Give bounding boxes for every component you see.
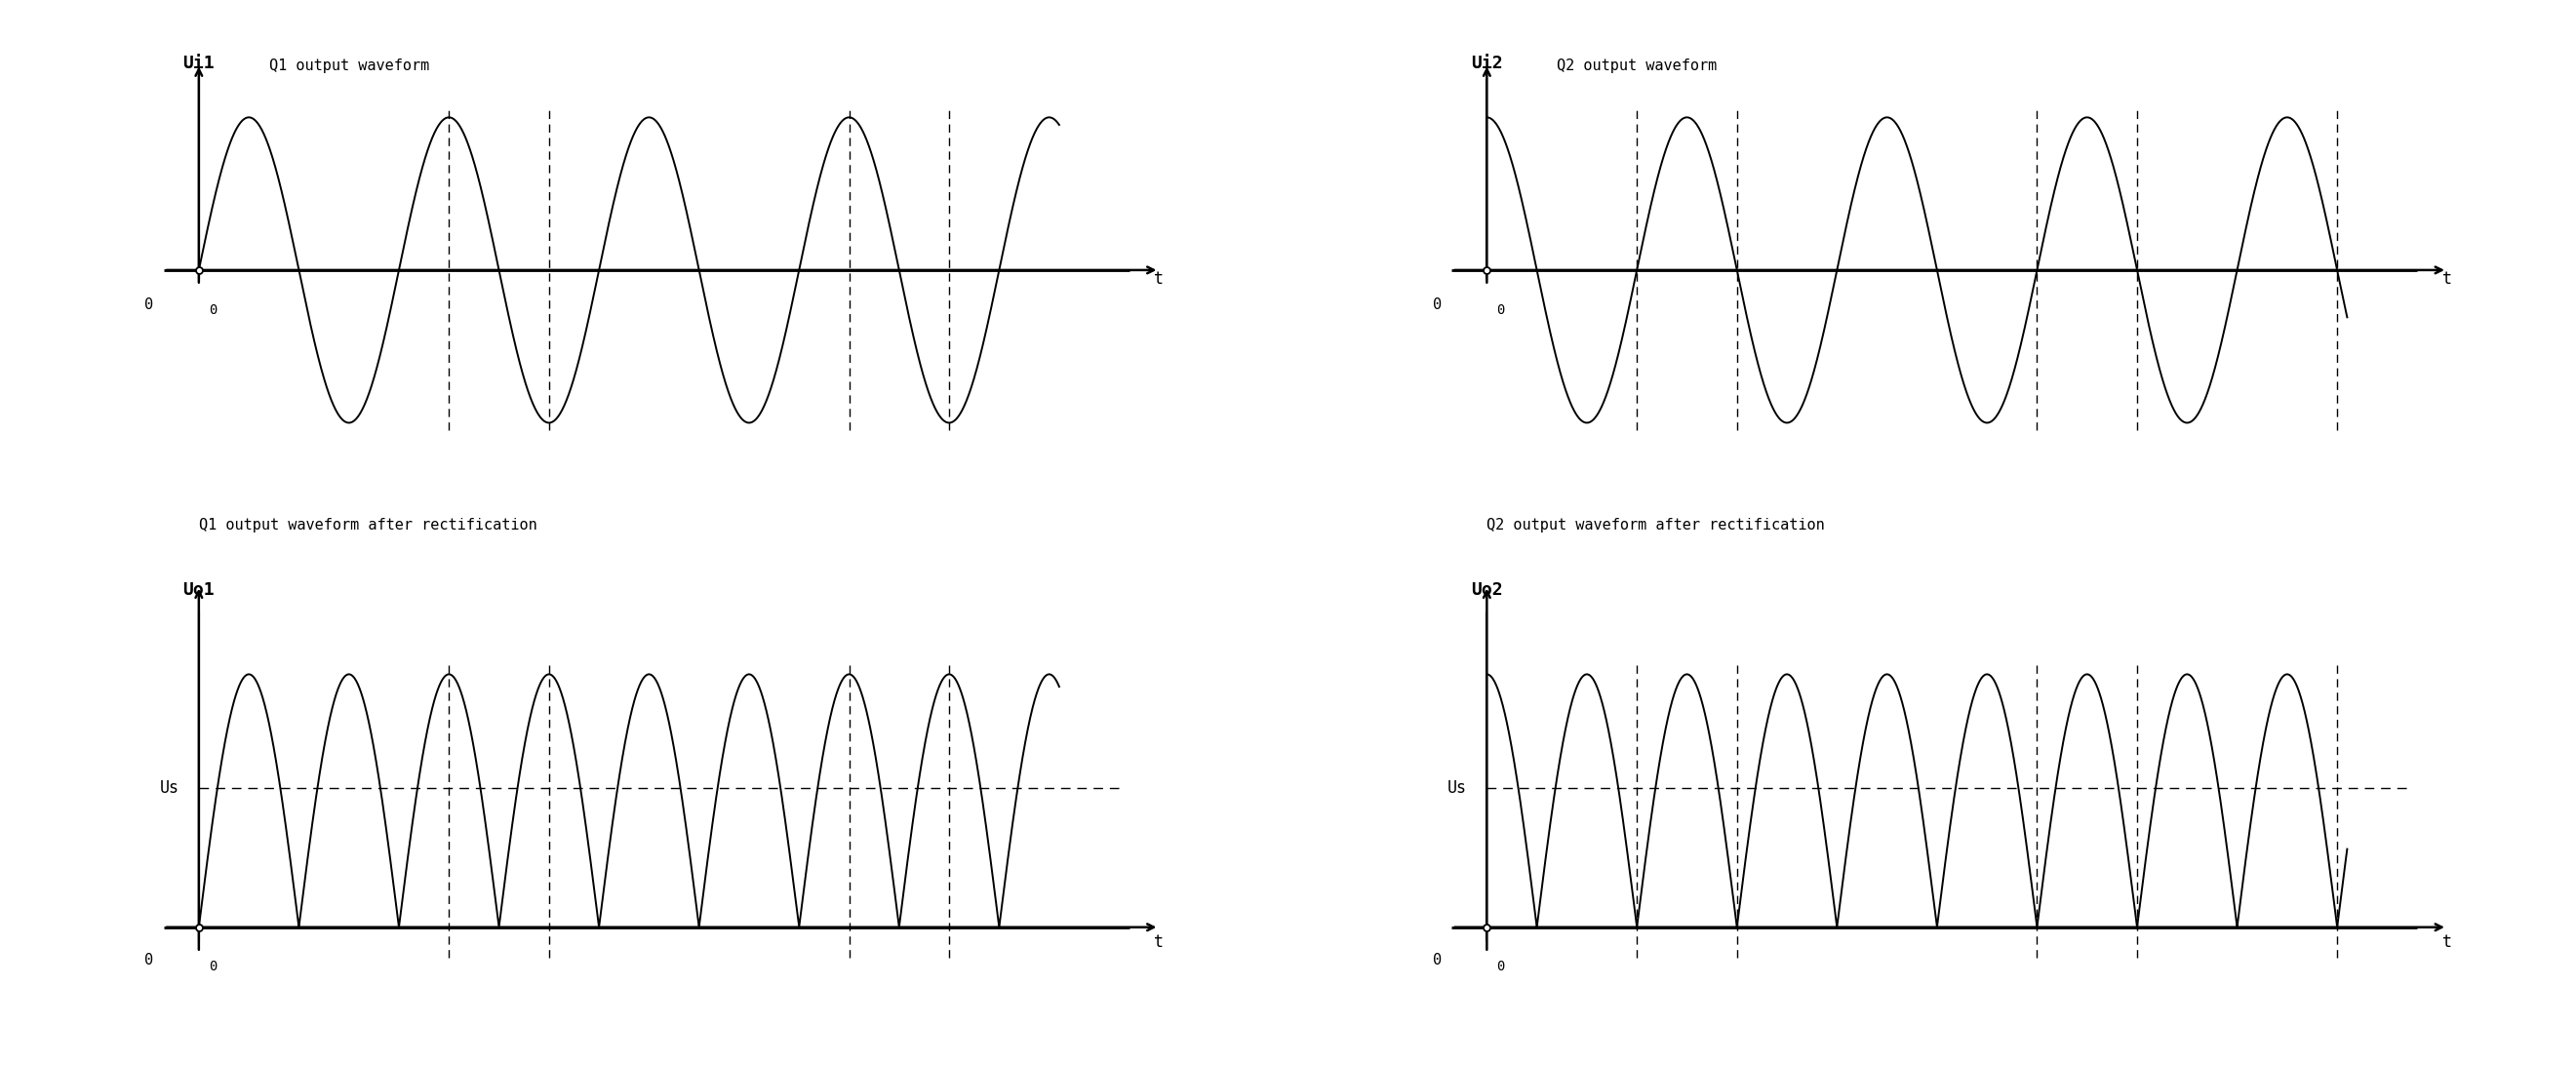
Text: Q2 output waveform: Q2 output waveform [1556,59,1718,73]
Text: 0: 0 [209,961,216,973]
Text: Uo1: Uo1 [183,581,214,599]
Text: t: t [1154,934,1164,951]
Text: 0: 0 [1432,952,1440,967]
Text: Q2 output waveform after rectification: Q2 output waveform after rectification [1486,518,1824,532]
Text: Q1 output waveform: Q1 output waveform [268,59,430,73]
Text: Us: Us [160,780,178,797]
Text: Ui1: Ui1 [183,54,214,72]
Text: t: t [1154,271,1164,288]
Text: 0: 0 [209,304,216,317]
Text: 0: 0 [1432,297,1440,312]
Text: 0: 0 [1497,961,1504,973]
Text: 0: 0 [144,952,152,967]
Text: 0: 0 [1497,304,1504,317]
Text: Ui2: Ui2 [1471,54,1502,72]
Text: 0: 0 [144,297,152,312]
Text: t: t [2442,271,2452,288]
Text: Uo2: Uo2 [1471,581,1502,599]
Text: Q1 output waveform after rectification: Q1 output waveform after rectification [198,518,536,532]
Text: t: t [2442,934,2452,951]
Text: Us: Us [1448,780,1466,797]
